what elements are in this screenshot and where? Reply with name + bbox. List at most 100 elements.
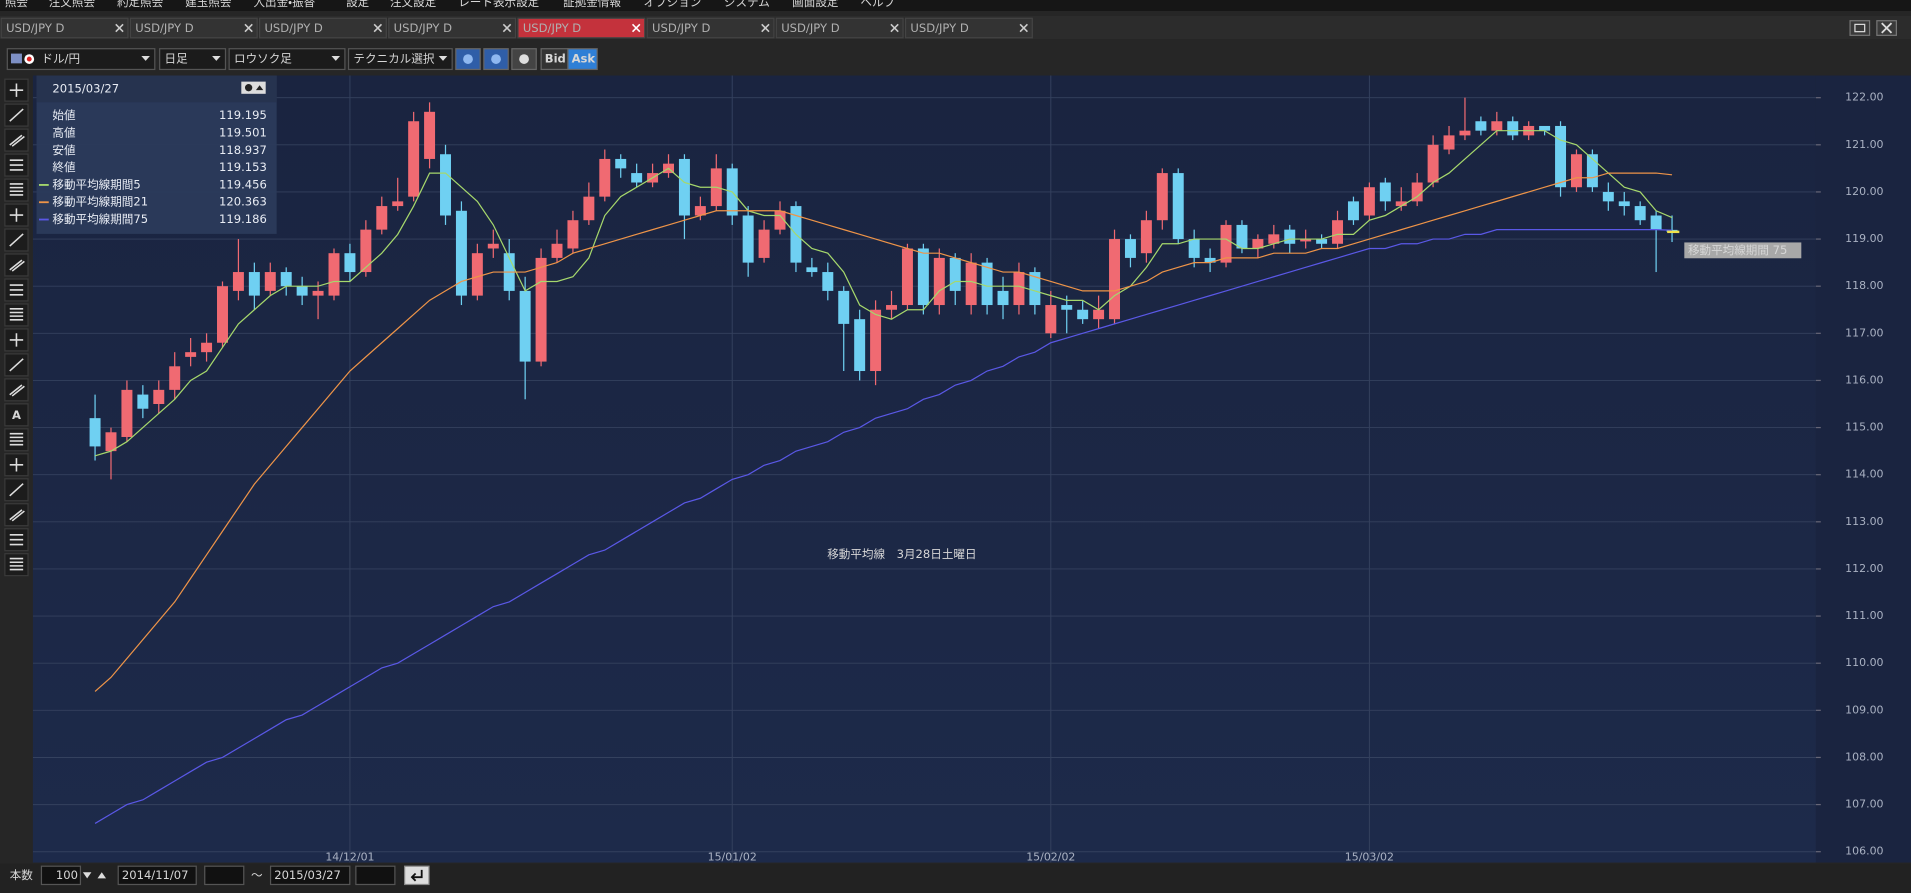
ask-label[interactable]: Ask (572, 52, 596, 66)
tab[interactable] (388, 17, 517, 39)
menu-item[interactable]: 建玉照会 (185, 0, 232, 9)
tab-close[interactable] (244, 23, 253, 33)
candle-body (392, 201, 404, 207)
to-time-box[interactable] (355, 865, 396, 886)
candle-body (1379, 182, 1391, 202)
plot-area (32, 75, 1816, 863)
from-box[interactable] (117, 865, 197, 886)
bid-label[interactable]: Bid (545, 52, 566, 66)
candle-body (1061, 305, 1073, 310)
tab-label[interactable]: USD/JPY D (652, 21, 710, 35)
drawing-tool-icon (9, 134, 25, 147)
count-down[interactable] (82, 872, 92, 879)
candle-body (1204, 257, 1216, 263)
tab[interactable] (646, 17, 775, 39)
drawing-tool-icon (9, 259, 25, 272)
menu-item[interactable]: 注文設定 (390, 0, 437, 9)
to-date[interactable]: 2015/03/27 (274, 868, 341, 882)
tab[interactable] (0, 17, 129, 39)
candle-body (232, 272, 244, 291)
from-date[interactable]: 2014/11/07 (122, 868, 189, 882)
candle-body (949, 257, 961, 291)
restore-button[interactable] (1849, 20, 1871, 36)
chart-kind-select-label[interactable]: ロウソク足 (234, 52, 292, 66)
candle-body (870, 309, 882, 372)
info-value: 119.195 (219, 108, 267, 122)
tab-close[interactable] (890, 23, 899, 33)
legend-label: 移動平均線期間21 (52, 195, 148, 209)
pair-select[interactable] (6, 48, 156, 71)
count-box[interactable] (40, 865, 82, 886)
tab-label[interactable]: USD/JPY D (523, 21, 581, 35)
technical-select-label[interactable]: テクニカル選択 (353, 52, 434, 66)
candle-body (1634, 206, 1646, 221)
tab[interactable] (904, 17, 1033, 39)
candle-body (1077, 309, 1089, 320)
tab-close[interactable] (1019, 23, 1028, 33)
drawing-tool[interactable] (4, 403, 29, 427)
menu-item[interactable]: 照会 (5, 0, 29, 9)
period-select-label[interactable]: 日足 (165, 52, 189, 66)
candle-body (1427, 144, 1439, 183)
y-tick-label: 117.00 (1845, 326, 1883, 339)
menu-item[interactable]: 証拠金情報 (563, 0, 621, 9)
menu-item[interactable]: 画面設定 (792, 0, 839, 9)
chart-kind-select[interactable] (228, 48, 346, 71)
menu-item[interactable]: 設定 (346, 0, 370, 9)
pair-select-label[interactable]: ドル/円 (41, 52, 80, 66)
count-value[interactable]: 100 (56, 868, 78, 882)
candle-body (1220, 224, 1232, 263)
tab-close[interactable] (502, 23, 512, 33)
candle-body (1268, 234, 1280, 244)
menu-item[interactable]: 入出金・振替 (254, 0, 316, 9)
tab-label[interactable]: USD/JPY D (135, 21, 193, 35)
menu-item[interactable]: 注文照会 (49, 0, 96, 9)
drawing-tool-icon (9, 333, 24, 347)
menu-item[interactable]: レート表示設定 (458, 0, 539, 9)
tab[interactable] (258, 17, 387, 39)
candle-body (519, 290, 531, 362)
tab-label[interactable]: USD/JPY D (910, 21, 968, 35)
candle-body (121, 389, 133, 437)
menu-item[interactable]: ヘルプ (860, 0, 895, 9)
drawing-tool[interactable] (4, 428, 29, 452)
ask-button[interactable] (567, 48, 598, 71)
candle-body (758, 229, 770, 258)
drawing-tool[interactable] (4, 178, 29, 202)
menu-item[interactable]: 約定照会 (117, 0, 164, 9)
drawing-tool-icon (9, 159, 24, 171)
info-label: 安値 (52, 143, 76, 157)
chart-kind-select-arrow (331, 56, 341, 61)
info-label: 始値 (52, 108, 76, 122)
text-tool-label[interactable]: A (12, 408, 21, 422)
y-tick-label: 114.00 (1845, 468, 1883, 481)
tab-close[interactable] (631, 23, 641, 33)
count-up[interactable] (97, 872, 107, 879)
tab-label[interactable]: USD/JPY D (6, 21, 64, 35)
tab-label[interactable]: USD/JPY D (394, 21, 452, 35)
tab-label[interactable]: USD/JPY D (781, 21, 839, 35)
to-box[interactable] (269, 865, 351, 886)
drawing-tool[interactable] (4, 553, 29, 577)
tab[interactable] (517, 17, 646, 39)
tab-close[interactable] (115, 23, 124, 33)
y-tick-label: 111.00 (1845, 609, 1883, 622)
tab[interactable] (129, 17, 258, 39)
candle-body (694, 206, 706, 216)
tab[interactable] (775, 17, 904, 39)
apply-button[interactable] (404, 865, 430, 886)
tab-close[interactable] (373, 23, 383, 33)
candle-body (678, 158, 690, 216)
tab-label[interactable]: USD/JPY D (264, 21, 322, 35)
candle-body (599, 158, 611, 197)
period-select[interactable] (159, 48, 227, 71)
menu-item[interactable]: オプション (644, 0, 702, 9)
from-time-box[interactable] (204, 865, 245, 886)
drawing-tool[interactable] (4, 303, 29, 327)
tool-button-icon (491, 54, 501, 64)
candle-body (360, 229, 372, 273)
tab-close[interactable] (761, 23, 770, 33)
technical-select[interactable] (347, 48, 453, 71)
menu-item[interactable]: システム (724, 0, 770, 9)
